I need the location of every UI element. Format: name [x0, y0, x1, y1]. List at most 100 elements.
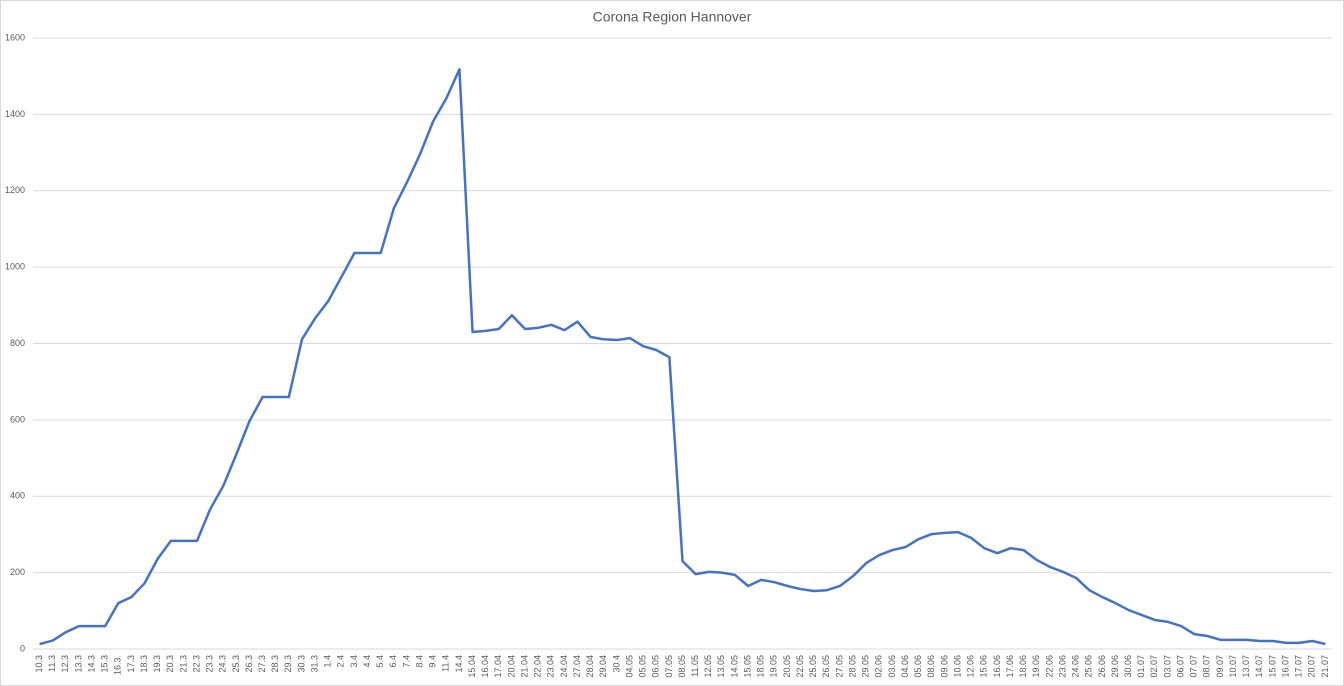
- y-tick-label: 1400: [5, 109, 25, 119]
- x-tick-label: 31.3: [309, 655, 319, 673]
- x-tick-label: 16.3.: [113, 655, 123, 675]
- x-tick-label: 28.04: [585, 655, 595, 678]
- x-tick-label: 21.07: [1320, 655, 1330, 678]
- y-tick-label: 800: [10, 338, 25, 348]
- x-tick-label: 02.07: [1149, 655, 1159, 678]
- x-tick-label: 15.06: [979, 655, 989, 678]
- x-tick-label: 22.3: [191, 655, 201, 673]
- x-tick-label: 09.06: [939, 655, 949, 678]
- x-tick-label: 29.3: [283, 655, 293, 673]
- x-tick-label: 4.4: [362, 655, 372, 668]
- x-tick-label: 19.05: [769, 655, 779, 678]
- x-tick-label: 14.3: [86, 655, 96, 673]
- x-tick-label: 04.06: [900, 655, 910, 678]
- x-tick-label: 19.06: [1031, 655, 1041, 678]
- x-tick-label: 12.3: [60, 655, 70, 673]
- x-tick-label: 11.05: [690, 655, 700, 677]
- x-tick-label: 17.04: [493, 655, 503, 678]
- x-tick-label: 28.05: [847, 655, 857, 678]
- x-tick-label: 20.05: [782, 655, 792, 678]
- x-tick-label: 26.06: [1097, 655, 1107, 678]
- x-tick-label: 25.05: [808, 655, 818, 678]
- x-tick-label: 14.05: [729, 655, 739, 678]
- x-tick-label: 03.06: [887, 655, 897, 678]
- x-tick-label: 23.04: [546, 655, 556, 678]
- x-tick-label: 26.3: [244, 655, 254, 673]
- x-tick-label: 24.06: [1071, 655, 1081, 678]
- x-tick-label: 25.3: [231, 655, 241, 673]
- x-tick-label: 11.3: [47, 655, 57, 672]
- x-tick-label: 15.07: [1267, 655, 1277, 678]
- x-tick-label: 08.06: [926, 655, 936, 678]
- x-tick-label: 07.07: [1189, 655, 1199, 678]
- x-tick-label: 19.3: [152, 655, 162, 673]
- x-tick-label: 15.3: [100, 655, 110, 673]
- x-tick-label: 1.4: [323, 655, 333, 668]
- x-tick-label: 20.3: [165, 655, 175, 673]
- x-tick-label: 06.05: [651, 655, 661, 678]
- x-tick-label: 20.04: [506, 655, 516, 678]
- x-tick-label: 02.06: [874, 655, 884, 678]
- y-tick-label: 1000: [5, 262, 25, 272]
- x-tick-label: 27.3: [257, 655, 267, 673]
- x-tick-label: 12.06: [966, 655, 976, 678]
- y-tick-label: 1600: [5, 32, 25, 42]
- x-tick-label: 16.07: [1280, 655, 1290, 678]
- y-tick-label: 200: [10, 567, 25, 577]
- x-tick-label: 7.4: [401, 655, 411, 668]
- x-tick-label: 29.04: [598, 655, 608, 678]
- x-tick-label: 30.06: [1123, 655, 1133, 678]
- x-tick-label: 17.07: [1294, 655, 1304, 678]
- x-tick-label: 29.06: [1110, 655, 1120, 678]
- x-tick-label: 16.06: [992, 655, 1002, 678]
- x-tick-label: 2.4: [336, 655, 346, 668]
- x-tick-label: 05.06: [913, 655, 923, 678]
- x-tick-label: 5.4: [375, 655, 385, 668]
- x-tick-label: 10.3: [34, 655, 44, 673]
- x-tick-label: 18.3: [139, 655, 149, 673]
- x-tick-label: 29.05: [861, 655, 871, 678]
- x-tick-label: 14.07: [1254, 655, 1264, 678]
- x-tick-label: 8.4: [414, 655, 424, 668]
- x-tick-label: 15.05: [742, 655, 752, 678]
- x-tick-label: 22.04: [533, 655, 543, 678]
- x-tick-label: 08.05: [677, 655, 687, 678]
- x-tick-label: 06.07: [1175, 655, 1185, 678]
- x-tick-label: 24.04: [559, 655, 569, 678]
- y-tick-label: 600: [10, 414, 25, 424]
- x-tick-label: 09.07: [1215, 655, 1225, 678]
- x-tick-label: 9.4: [428, 655, 438, 668]
- x-tick-label: 21.3: [178, 655, 188, 673]
- x-tick-label: 08.07: [1202, 655, 1212, 678]
- x-tick-label: 13.05: [716, 655, 726, 678]
- x-tick-label: 13.3: [73, 655, 83, 673]
- y-tick-label: 400: [10, 491, 25, 501]
- x-tick-label: 6.4: [388, 655, 398, 668]
- x-tick-label: 18.05: [756, 655, 766, 678]
- x-tick-label: 11.4: [441, 655, 451, 672]
- x-tick-label: 28.3: [270, 655, 280, 673]
- x-tick-label: 3.4: [349, 655, 359, 668]
- line-series: [39, 68, 1326, 646]
- x-tick-label: 22.06: [1044, 655, 1054, 678]
- x-tick-label: 18.06: [1018, 655, 1028, 678]
- x-tick-label: 10.06: [952, 655, 962, 678]
- x-tick-label: 14.4: [454, 655, 464, 673]
- x-tick-label: 17.3: [126, 655, 136, 673]
- x-tick-label: 24.3: [218, 655, 228, 673]
- y-tick-label: 1200: [5, 185, 25, 195]
- x-tick-label: 07.05: [664, 655, 674, 678]
- x-tick-label: 04.05: [624, 655, 634, 678]
- x-tick-label: 05.05: [638, 655, 648, 678]
- x-tick-label: 20.07: [1307, 655, 1317, 678]
- x-tick-label: 22.05: [795, 655, 805, 678]
- chart-title: Corona Region Hannover: [593, 9, 752, 25]
- x-tick-label: 01.07: [1136, 655, 1146, 678]
- x-tick-label: 12.05: [703, 655, 713, 678]
- x-tick-label: 21.04: [519, 655, 529, 678]
- x-tick-label: 13.07: [1241, 655, 1251, 678]
- x-tick-label: 26.05: [821, 655, 831, 678]
- x-tick-label: 27.05: [834, 655, 844, 678]
- x-tick-label: 25.06: [1084, 655, 1094, 678]
